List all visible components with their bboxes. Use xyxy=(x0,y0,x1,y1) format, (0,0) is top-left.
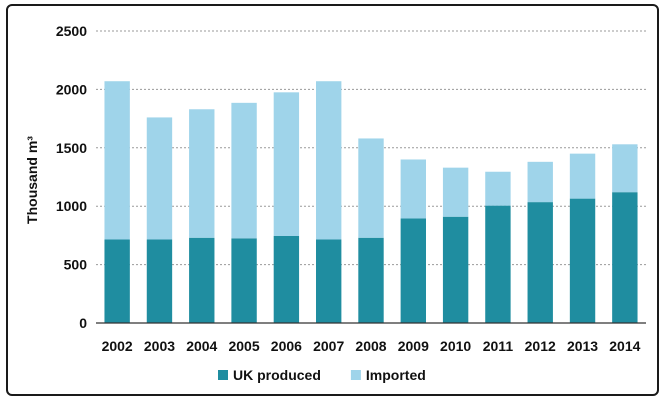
y-axis-title: Thousand m³ xyxy=(24,136,40,224)
x-tick-label: 2007 xyxy=(313,338,344,354)
bar-imported-2007 xyxy=(316,81,342,240)
x-tick-label: 2010 xyxy=(440,338,471,354)
legend-swatch-imported xyxy=(350,370,361,380)
bar-uk-produced-2005 xyxy=(231,238,257,323)
bar-uk-produced-2006 xyxy=(273,235,300,323)
bar-imported-2013 xyxy=(569,153,596,199)
x-tick-label: 2012 xyxy=(525,338,556,354)
bar-uk-produced-2009 xyxy=(400,218,426,323)
legend-label: Imported xyxy=(366,367,426,383)
x-tick-label: 2006 xyxy=(271,338,302,354)
bar-uk-produced-2008 xyxy=(358,237,384,323)
bar-uk-produced-2011 xyxy=(485,205,511,323)
bar-uk-produced-2012 xyxy=(527,202,553,323)
x-tick-label: 2005 xyxy=(228,338,259,354)
bar-uk-produced-2013 xyxy=(569,198,596,323)
bar-imported-2004 xyxy=(189,109,215,238)
x-tick-label: 2003 xyxy=(144,338,175,354)
bar-imported-2008 xyxy=(358,138,384,238)
bar-imported-2003 xyxy=(146,117,173,240)
bars xyxy=(104,81,638,323)
bar-uk-produced-2003 xyxy=(146,239,173,323)
bar-imported-2014 xyxy=(612,144,638,193)
axes: 0 500 1000 1500 2000 2500 2002 2003 2004 2005 2006… xyxy=(56,23,646,354)
bar-imported-2002 xyxy=(104,81,130,240)
y-tick-label: 1500 xyxy=(56,140,87,156)
bar-uk-produced-2014 xyxy=(612,192,638,323)
bar-uk-produced-2004 xyxy=(189,237,215,323)
x-tick-label: 2009 xyxy=(398,338,429,354)
y-tick-label: 2000 xyxy=(56,81,87,97)
bar-imported-2011 xyxy=(485,171,511,206)
bar-imported-2005 xyxy=(231,102,257,239)
legend-swatch-uk-produced xyxy=(218,370,228,380)
bar-uk-produced-2007 xyxy=(316,239,342,323)
x-tick-label: 2013 xyxy=(567,338,598,354)
y-tick-label: 500 xyxy=(64,257,88,273)
y-tick-label: 2500 xyxy=(56,23,87,39)
legend-label: UK produced xyxy=(233,367,321,383)
legend: UK produced Imported xyxy=(218,367,426,383)
x-tick-label: 2002 xyxy=(102,338,133,354)
x-tick-label: 2014 xyxy=(609,338,640,354)
bar-uk-produced-2010 xyxy=(442,216,469,323)
y-tick-label: 0 xyxy=(79,315,87,331)
x-tick-label: 2004 xyxy=(186,338,217,354)
x-tick-label: 2008 xyxy=(355,338,386,354)
x-tick-label: 2011 xyxy=(483,338,514,354)
bar-imported-2006 xyxy=(273,92,300,236)
bar-imported-2009 xyxy=(400,159,426,219)
bar-uk-produced-2002 xyxy=(104,239,130,323)
bar-imported-2010 xyxy=(442,167,469,217)
y-tick-label: 1000 xyxy=(56,198,87,214)
bar-imported-2012 xyxy=(527,161,553,203)
